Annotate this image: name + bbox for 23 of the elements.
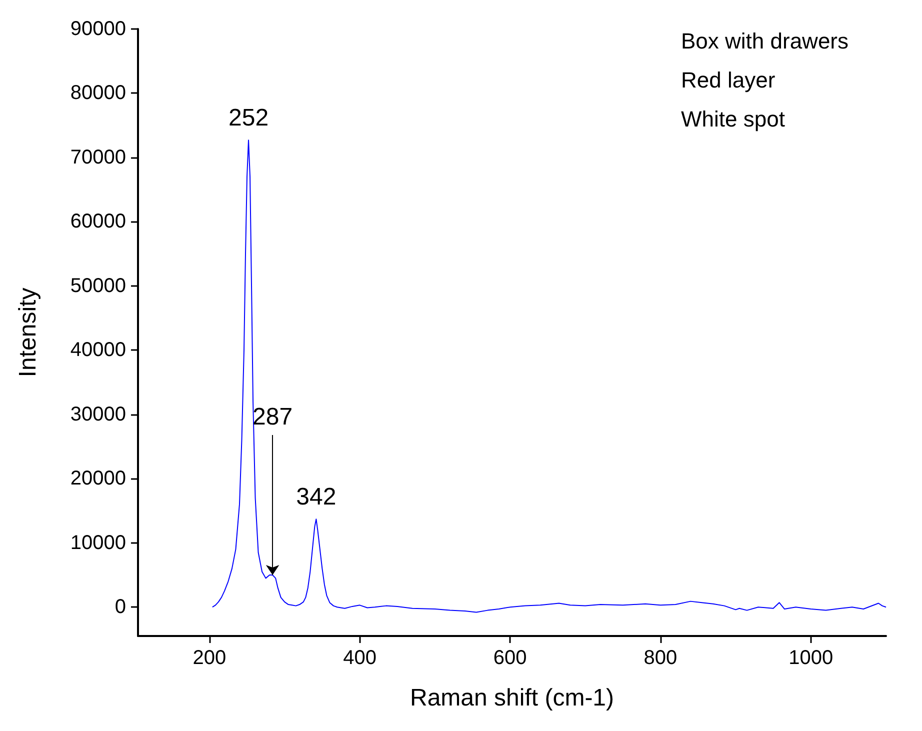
annotation: White spot [681, 106, 785, 132]
y-tick-label: 40000 [70, 339, 126, 362]
line-series [212, 140, 886, 613]
y-tick-label: 60000 [70, 210, 126, 233]
y-tick-label: 80000 [70, 82, 126, 104]
y-tick-label: 30000 [70, 403, 126, 426]
x-tick-label: 200 [192, 647, 226, 669]
y-tick-label: 10000 [70, 532, 126, 554]
x-axis-title: Raman shift (cm-1) [410, 684, 614, 712]
annotation: Box with drawers [681, 28, 849, 54]
y-tick-label: 0 [114, 596, 126, 618]
annotation: 252 [228, 104, 269, 132]
y-tick-label: 50000 [70, 274, 126, 297]
y-tick-label: 90000 [70, 18, 126, 40]
x-tick-label: 1000 [788, 647, 834, 669]
x-tick-label: 800 [644, 647, 678, 669]
x-tick-label: 400 [343, 647, 376, 669]
x-tick-label: 600 [493, 647, 527, 669]
y-axis-title: Intensity [14, 288, 42, 378]
annotation: 342 [296, 484, 336, 511]
y-tick-label: 20000 [70, 468, 126, 490]
annotation: Red layer [681, 68, 776, 92]
y-tick-label: 70000 [70, 146, 126, 168]
